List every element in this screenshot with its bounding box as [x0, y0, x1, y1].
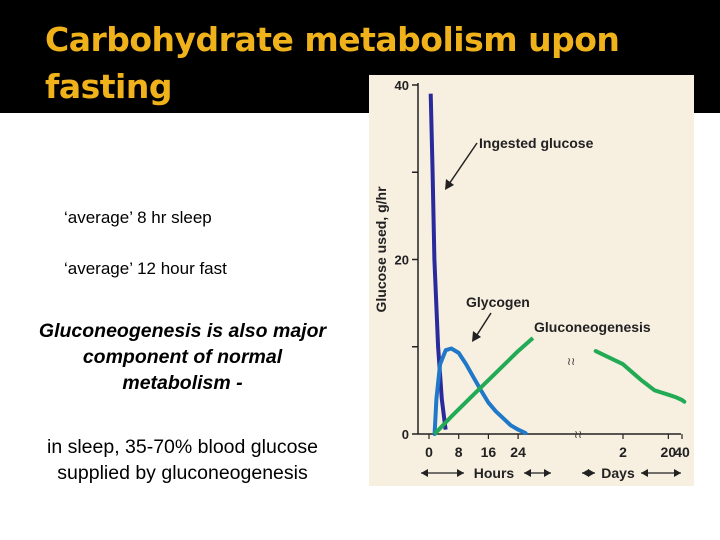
x-tick-label-days: 40 [674, 444, 690, 460]
days-arrow-left-head-left [582, 469, 589, 477]
x-axis-label-hours: Hours [474, 465, 515, 481]
axis-break-mark: ≀≀ [574, 428, 582, 441]
x-axis-label-days: Days [601, 465, 635, 481]
series-gluconeogenesis-days [593, 349, 687, 404]
annotation-arrow-glycogen [474, 312, 492, 339]
annotation-glycogen: Glycogen [466, 294, 530, 310]
bullet-sleep: ‘average’ 8 hr sleep [64, 208, 212, 227]
x-tick-label-days: 20 [661, 444, 677, 460]
x-tick-label-hours: 24 [510, 444, 526, 460]
annotation-arrowhead-ingested [445, 179, 454, 190]
chart-lines: ≀≀ [428, 93, 687, 436]
y-axis-label: Glucose used, g/hr [373, 186, 389, 313]
days-arrow-right-head-left [641, 469, 648, 477]
series-glycogen [432, 346, 528, 436]
x-tick-label-hours: 8 [455, 444, 463, 460]
series-break-mark: ≀≀ [567, 355, 575, 368]
days-arrow-left-head-right [588, 469, 595, 477]
hours-arrow-left-head-left [421, 469, 428, 477]
y-tick-label: 0 [402, 427, 409, 442]
y-tick-label: 20 [395, 253, 409, 268]
chart-labels: Glucose used, g/hr Hours Days Ingested gluc… [373, 135, 681, 481]
annotation-arrow-ingested [446, 142, 478, 188]
slide-title: Carbohydrate metabolism upon fasting [45, 20, 620, 106]
chart-axes: ≀≀ [417, 83, 681, 441]
annotation-arrowhead-glycogen [472, 331, 481, 342]
bullet-fast: ‘average’ 12 hour fast [64, 259, 227, 278]
emphasis-text: Gluconeogenesis is also major component … [38, 320, 327, 394]
hours-arrow-right-head-left [524, 469, 531, 477]
y-tick-label: 40 [395, 78, 409, 93]
x-tick-label-hours: 0 [425, 444, 433, 460]
annotation-ingested-glucose: Ingested glucose [479, 135, 594, 151]
hours-arrow-left-head-right [457, 469, 464, 477]
days-arrow-right-head-right [674, 469, 681, 477]
x-tick-label-hours: 16 [481, 444, 497, 460]
glucose-chart: ≀≀ 0 20 40 0 8 16 24 2 20 40 ≀≀ Glucose used, g/h… [369, 75, 694, 486]
series-ingested-glucose [428, 93, 448, 430]
body-text: in sleep, 35-70% blood glucose supplied … [46, 436, 319, 484]
series-gluconeogenesis-hours [433, 336, 535, 436]
x-tick-label-days: 2 [619, 444, 627, 460]
annotation-gluconeogenesis: Gluconeogenesis [534, 319, 651, 335]
hours-arrow-right-head-right [544, 469, 551, 477]
